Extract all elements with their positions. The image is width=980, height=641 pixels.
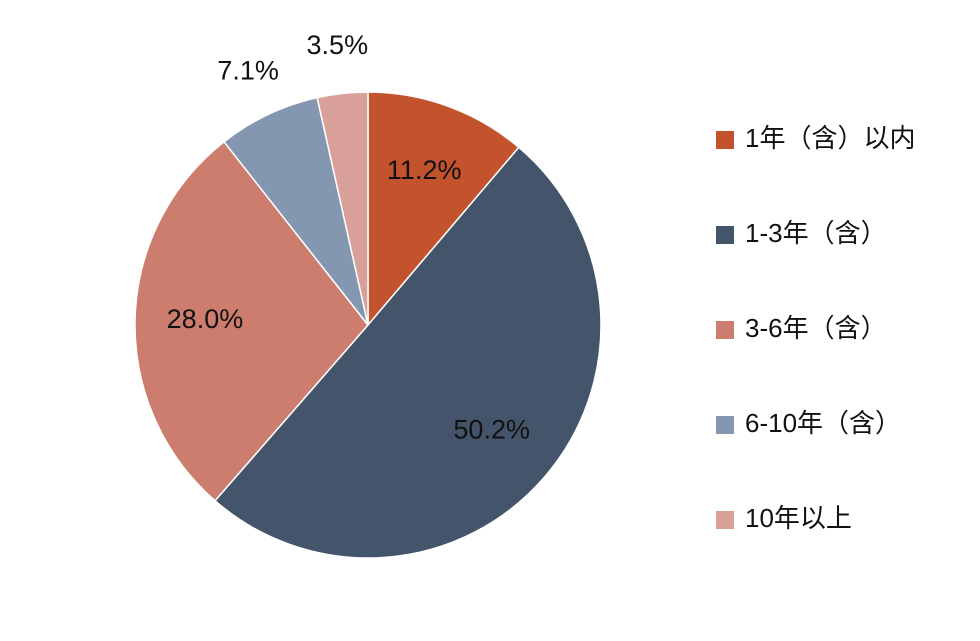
data-label: 7.1% — [217, 56, 279, 86]
legend-swatch — [716, 226, 734, 244]
pie-slice — [316, 91, 369, 326]
pie-slice — [134, 140, 369, 502]
legend-swatch — [716, 511, 734, 529]
legend-label: 1-3年（含） — [745, 218, 887, 248]
data-label: 28.0% — [167, 304, 244, 334]
legend-label: 6-10年（含） — [745, 408, 901, 438]
data-label: 11.2% — [387, 155, 462, 185]
legend-swatch — [716, 416, 734, 434]
pie-slice — [213, 146, 602, 559]
legend-swatch — [716, 131, 734, 149]
legend-label: 1年（含）以内 — [745, 123, 915, 153]
pie-slice — [367, 91, 520, 328]
data-label: 50.2% — [453, 414, 530, 444]
legend-label: 10年以上 — [745, 503, 852, 533]
legend-swatch — [716, 321, 734, 339]
data-label: 3.5% — [307, 30, 369, 60]
legend-label: 3-6年（含） — [745, 313, 887, 343]
pie-slice — [222, 96, 369, 326]
